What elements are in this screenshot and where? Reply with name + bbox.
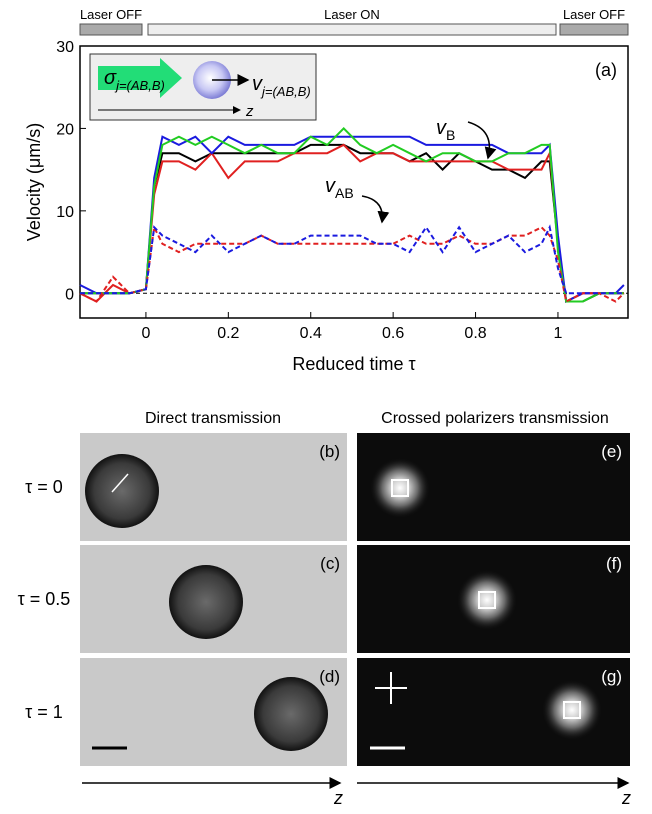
annotation-arrow <box>361 195 390 224</box>
x-tick-label: 0.2 <box>217 325 239 342</box>
row-label: τ = 0.5 <box>18 589 71 609</box>
column-title: Crossed polarizers transmission <box>381 410 609 427</box>
panel-label: (c) <box>320 554 340 573</box>
laser-label: Laser ON <box>324 7 380 22</box>
chart: Laser OFF Laser ON Laser OFF 0 10 20 30 0 0.2 0.4… <box>24 7 629 374</box>
panel-label: (a) <box>595 60 617 80</box>
panel-label: (d) <box>319 667 340 686</box>
y-tick-label: 0 <box>65 286 74 303</box>
droplet-core <box>563 701 581 719</box>
curve-label-sub: B <box>446 127 455 143</box>
panel-label: (e) <box>601 442 622 461</box>
panel-label: (f) <box>606 554 622 573</box>
laser-bar <box>79 23 143 36</box>
panel-label: (b) <box>319 442 340 461</box>
series-line <box>80 224 624 295</box>
droplet-glow <box>370 458 430 518</box>
series-line <box>79 223 625 303</box>
x-tick-label: 0.4 <box>300 325 322 342</box>
z-axis-label: z <box>621 788 631 808</box>
curve-label-base: v <box>325 175 336 197</box>
laser-bar <box>559 23 629 36</box>
polarizer-cross <box>375 672 407 704</box>
row-label: τ = 0 <box>25 477 63 497</box>
droplet <box>169 565 243 639</box>
droplet <box>254 677 328 751</box>
annotation-arrow <box>467 121 497 160</box>
laser-label: Laser OFF <box>80 7 142 22</box>
series-line <box>80 126 624 303</box>
x-tick-label: 0.8 <box>464 325 486 342</box>
droplet-core <box>391 479 409 497</box>
x-tick-label: 0.6 <box>382 325 404 342</box>
sigma-sub: j=(AB,B) <box>114 78 165 93</box>
y-tick-label: 10 <box>56 204 74 221</box>
v-base: v <box>252 73 263 95</box>
curve-label: vB <box>436 117 455 143</box>
inset-z: z <box>245 103 254 120</box>
laser-label: Laser OFF <box>563 7 625 22</box>
droplet-glow <box>542 680 602 740</box>
y-tick-label: 30 <box>56 39 74 56</box>
curve-label-sub: AB <box>335 185 354 201</box>
x-tick-label: 0 <box>141 325 150 342</box>
v-sub: j=(AB,B) <box>260 84 311 99</box>
column-title: Direct transmission <box>145 410 281 427</box>
droplet <box>85 454 159 528</box>
sigma-arrow <box>98 58 182 98</box>
sigma-base: σ <box>104 67 117 89</box>
droplet-glow <box>457 570 517 630</box>
curve-label: vAB <box>325 175 354 201</box>
inset-v: vj=(AB,B) <box>252 73 311 99</box>
x-axis-label: Reduced time τ <box>292 354 415 374</box>
series-line <box>79 143 624 304</box>
panel-label: (g) <box>601 667 622 686</box>
x-tick-label: 1 <box>554 325 563 342</box>
laser-bar <box>147 23 557 36</box>
y-axis-label: Velocity (μm/s) <box>24 123 44 241</box>
plot-frame <box>79 45 629 319</box>
droplet-core <box>478 591 496 609</box>
z-axis-label: z <box>333 788 343 808</box>
row-label: τ = 1 <box>25 702 63 722</box>
y-tick-label: 20 <box>56 121 74 138</box>
inset-sigma: σj=(AB,B) <box>104 67 165 93</box>
image-panels: Direct transmission Crossed polarizers tr… <box>18 410 631 808</box>
motion-arrow <box>111 473 129 493</box>
curve-label-base: v <box>436 117 447 139</box>
